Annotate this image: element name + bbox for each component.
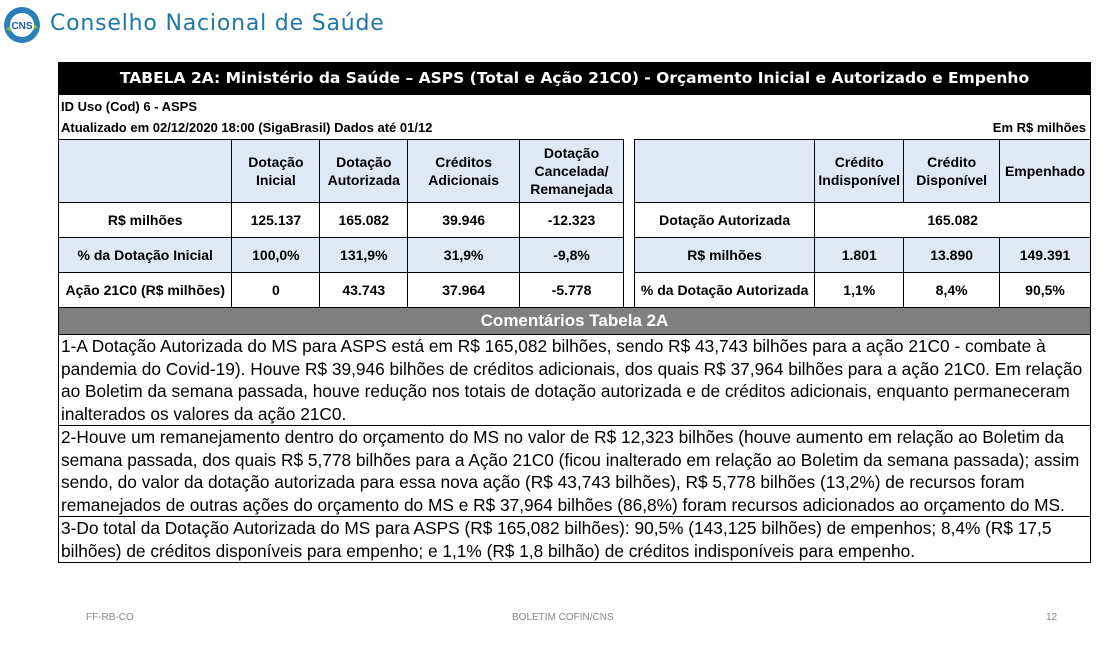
execution-table: Crédito Indisponível Crédito Disponível …	[633, 139, 1091, 308]
table-cell: 125.137	[231, 202, 321, 238]
comments-title: Comentários Tabela 2A	[59, 307, 1090, 334]
header-cell: Créditos Adicionais	[407, 139, 521, 203]
row-label: % da Dotação Autorizada	[633, 272, 816, 308]
comment-paragraph: 3-Do total da Dotação Autorizada do MS p…	[59, 516, 1090, 562]
header-cell: Crédito Indisponível	[814, 139, 905, 203]
table-row: Dotação Autorizada 165.082	[633, 202, 1091, 238]
page-number: 12	[1046, 612, 1058, 623]
header-cell: Dotação Cancelada/ Remanejada	[519, 139, 624, 203]
table-cell: 43.743	[319, 272, 409, 308]
meta-unit: Em R$ milhões	[992, 120, 1086, 135]
table-cell: 13.890	[903, 237, 1001, 273]
table-cell: 165.082	[319, 202, 409, 238]
table-gap	[624, 139, 634, 307]
table-cell: 8,4%	[903, 272, 1001, 308]
comment-paragraph: 1-A Dotação Autorizada do MS para ASPS e…	[59, 334, 1090, 425]
row-label: R$ milhões	[633, 237, 816, 273]
cns-logo: CNS	[4, 7, 40, 43]
table-cell: -9,8%	[519, 237, 624, 273]
footer-center: BOLETIM COFIN/CNS	[512, 612, 614, 623]
table-cell: 31,9%	[407, 237, 521, 273]
table-cell: 1,1%	[814, 272, 905, 308]
row-label: Ação 21C0 (R$ milhões)	[57, 272, 233, 308]
table-cell: 149.391	[999, 237, 1091, 273]
table-cell: 100,0%	[231, 237, 321, 273]
org-title: Conselho Nacional de Saúde	[50, 11, 385, 36]
table-row: R$ milhões 1.801 13.890 149.391	[633, 237, 1091, 273]
logo-text: CNS	[11, 21, 32, 32]
row-label: R$ milhões	[57, 202, 233, 238]
table-cell: -5.778	[519, 272, 624, 308]
table-cell: -12.323	[519, 202, 624, 238]
header-cell: Dotação Autorizada	[319, 139, 409, 203]
table-title: TABELA 2A: Ministério da Saúde – ASPS (T…	[58, 62, 1091, 95]
header-cell: Dotação Inicial	[231, 139, 321, 203]
table-header-row: Crédito Indisponível Crédito Disponível …	[633, 139, 1091, 203]
budget-table: Dotação Inicial Dotação Autorizada Crédi…	[57, 139, 624, 308]
table-cell: 39.946	[407, 202, 521, 238]
table-cell: 1.801	[814, 237, 905, 273]
table-cell: 37.964	[407, 272, 521, 308]
table-row: % da Dotação Autorizada 1,1% 8,4% 90,5%	[633, 272, 1091, 308]
header-cell: Crédito Disponível	[903, 139, 1001, 203]
header-cell	[57, 139, 233, 203]
comments-section: Comentários Tabela 2A 1-A Dotação Autori…	[58, 307, 1091, 563]
header-cell: Empenhado	[999, 139, 1091, 203]
table-header-row: Dotação Inicial Dotação Autorizada Crédi…	[57, 139, 624, 203]
table-cell: 131,9%	[319, 237, 409, 273]
table-cell: 0	[231, 272, 321, 308]
page-header: CNS Conselho Nacional de Saúde	[0, 0, 1114, 50]
table-row: % da Dotação Inicial 100,0% 131,9% 31,9%…	[57, 237, 624, 273]
tables-area: Dotação Inicial Dotação Autorizada Crédi…	[57, 139, 1091, 308]
table-meta: ID Uso (Cod) 6 - ASPS Atualizado em 02/1…	[58, 95, 1091, 139]
table-cell: 165.082	[814, 202, 1091, 238]
footer-left: FF-RB-CO	[86, 612, 134, 623]
content: TABELA 2A: Ministério da Saúde – ASPS (T…	[57, 62, 1091, 563]
table-cell: 90,5%	[999, 272, 1091, 308]
table-row: R$ milhões 125.137 165.082 39.946 -12.32…	[57, 202, 624, 238]
meta-updated: Atualizado em 02/12/2020 18:00 (SigaBras…	[61, 120, 433, 135]
row-label: Dotação Autorizada	[633, 202, 816, 238]
meta-id: ID Uso (Cod) 6 - ASPS	[61, 99, 198, 114]
comment-paragraph: 2-Houve um remanejamento dentro do orçam…	[59, 425, 1090, 516]
header-cell	[633, 139, 816, 203]
row-label: % da Dotação Inicial	[57, 237, 233, 273]
table-row: Ação 21C0 (R$ milhões) 0 43.743 37.964 -…	[57, 272, 624, 308]
